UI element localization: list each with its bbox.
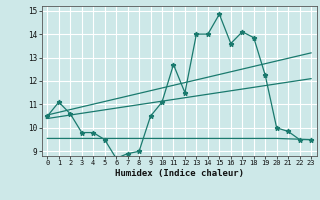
X-axis label: Humidex (Indice chaleur): Humidex (Indice chaleur) xyxy=(115,169,244,178)
